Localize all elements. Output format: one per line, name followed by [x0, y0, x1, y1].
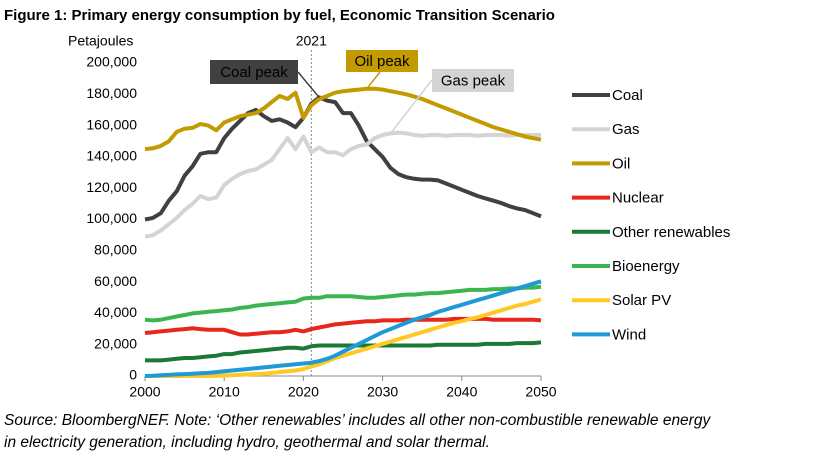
legend-label: Coal	[612, 87, 643, 104]
y-tick-label: 20,000	[94, 335, 137, 351]
series-line	[144, 279, 542, 378]
y-tick-label: 200,000	[86, 54, 137, 70]
chart-title: Figure 1: Primary energy consumption by …	[4, 7, 555, 24]
series-line	[144, 130, 541, 239]
y-tick-label: 0	[129, 367, 137, 383]
callout-text: Gas peak	[441, 72, 506, 89]
y-tick-label: 100,000	[86, 210, 137, 226]
callout-text: Oil peak	[354, 53, 410, 70]
y-axis-label: Petajoules	[68, 33, 133, 49]
callout-connector	[366, 71, 381, 90]
legend-label: Bioenergy	[612, 258, 680, 275]
x-tick-label: 2010	[209, 384, 240, 400]
y-tick-label: 160,000	[86, 116, 137, 132]
series-line	[145, 340, 542, 363]
marker-label: 2021	[296, 33, 327, 49]
callout-box	[432, 69, 514, 92]
series-line	[144, 95, 542, 222]
note-line: Source: BloombergNEF. Note: ‘Other renew…	[4, 412, 711, 429]
y-tick-label: 140,000	[86, 148, 137, 164]
callout-connector	[297, 71, 320, 98]
legend-label: Wind	[612, 326, 646, 343]
callout-connector	[389, 79, 433, 134]
legend-label: Oil	[612, 155, 630, 172]
legend-label: Nuclear	[612, 190, 664, 207]
callout-box	[210, 60, 298, 84]
legend-label: Solar PV	[612, 292, 671, 309]
callout-text: Coal peak	[220, 64, 288, 81]
y-tick-label: 120,000	[86, 179, 137, 195]
y-tick-label: 180,000	[86, 85, 137, 101]
y-tick-label: 40,000	[94, 304, 137, 320]
y-tick-label: 80,000	[94, 242, 137, 258]
series-line	[145, 297, 542, 378]
series-line	[144, 316, 542, 337]
legend-label: Other renewables	[612, 224, 730, 241]
x-tick-label: 2050	[525, 384, 556, 400]
series-line	[144, 284, 542, 323]
x-tick-label: 2020	[288, 384, 319, 400]
legend-label: Gas	[612, 121, 640, 138]
callout-box	[346, 50, 418, 72]
x-tick-label: 2030	[367, 384, 398, 400]
x-tick-label: 2040	[446, 384, 477, 400]
x-tick-label: 2000	[129, 384, 160, 400]
y-tick-label: 60,000	[94, 273, 137, 289]
series-line	[144, 86, 542, 152]
note-line: in electricity generation, including hyd…	[4, 434, 490, 451]
